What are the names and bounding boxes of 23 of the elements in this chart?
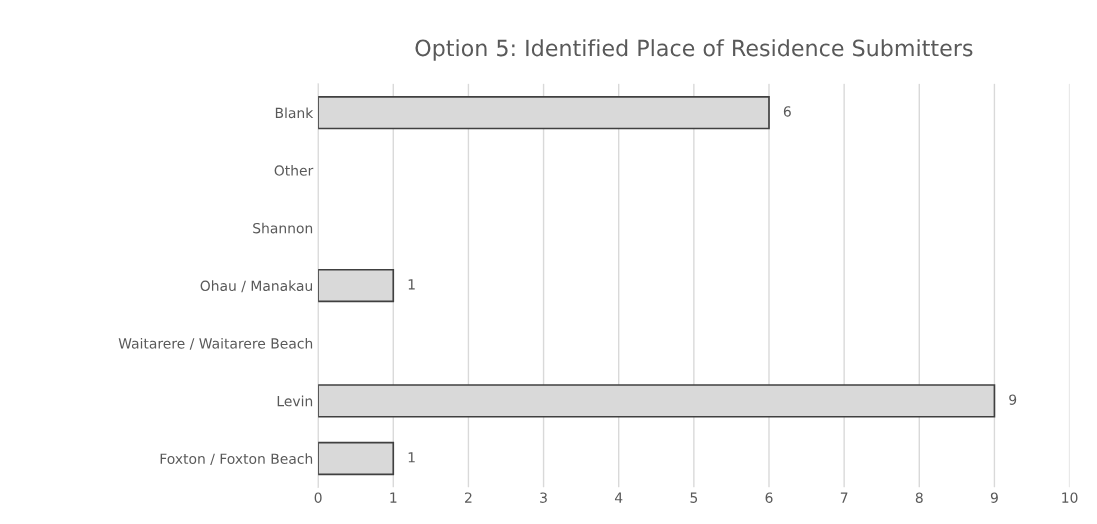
data-label: 9 xyxy=(1009,394,1017,405)
data-label: 1 xyxy=(408,279,415,290)
y-tick-label: Ohau / Manakau xyxy=(200,280,313,293)
y-tick-label: Foxton / Foxton Beach xyxy=(160,453,313,466)
y-tick-label: Shannon xyxy=(253,222,313,234)
data-label: 1 xyxy=(408,452,415,463)
x-tick-label: 4 xyxy=(614,492,623,503)
data-label: 6 xyxy=(783,106,791,117)
x-tick-label: 5 xyxy=(690,492,698,503)
y-tick-label: Blank xyxy=(275,107,314,119)
x-tick-label: 6 xyxy=(765,492,773,503)
y-tick-label: Other xyxy=(274,165,314,176)
x-tick-label: 8 xyxy=(915,492,923,503)
y-tick-label: Waitarere / Waitarere Beach xyxy=(118,337,313,350)
x-tick-label: 1 xyxy=(390,492,397,503)
y-tick-label: Levin xyxy=(277,395,313,407)
x-tick-label: 7 xyxy=(840,492,848,503)
x-tick-label: 10 xyxy=(1062,492,1078,503)
x-tick-label: 2 xyxy=(465,492,472,503)
x-tick-label: 9 xyxy=(990,492,998,503)
x-tick-label: 0 xyxy=(314,492,322,503)
x-tick-label: 3 xyxy=(540,492,547,503)
chart-title: Option 5: Identified Place of Residence Submitters xyxy=(415,39,973,61)
